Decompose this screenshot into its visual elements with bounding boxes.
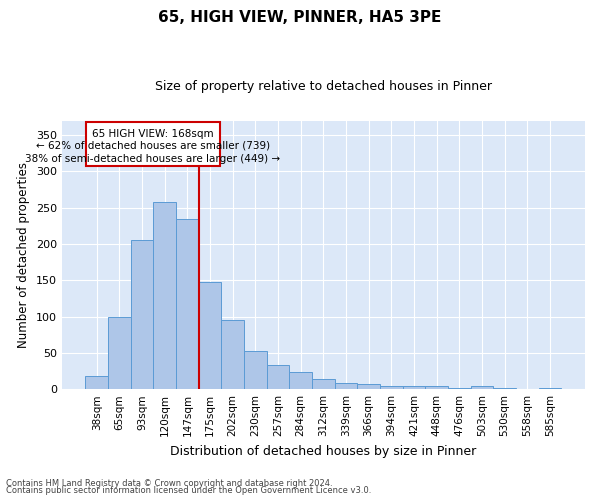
Bar (312, 379, 335, 389)
Text: 65, HIGH VIEW, PINNER, HA5 3PE: 65, HIGH VIEW, PINNER, HA5 3PE (158, 10, 442, 25)
Bar (176, 218, 199, 389)
FancyBboxPatch shape (86, 122, 220, 166)
Title: Size of property relative to detached houses in Pinner: Size of property relative to detached ho… (155, 80, 492, 93)
Bar (289, 372, 312, 389)
Bar (403, 386, 425, 389)
X-axis label: Distribution of detached houses by size in Pinner: Distribution of detached houses by size … (170, 444, 476, 458)
Bar (335, 382, 358, 389)
Text: 65 HIGH VIEW: 168sqm: 65 HIGH VIEW: 168sqm (92, 129, 214, 139)
Bar (85, 376, 108, 389)
Bar (358, 384, 380, 389)
Bar (154, 202, 176, 389)
Text: ← 62% of detached houses are smaller (739): ← 62% of detached houses are smaller (73… (35, 141, 270, 151)
Text: Contains public sector information licensed under the Open Government Licence v3: Contains public sector information licen… (6, 486, 371, 495)
Bar (108, 316, 131, 389)
Bar (448, 388, 470, 389)
Bar (266, 365, 289, 389)
Bar (244, 352, 266, 389)
Bar (221, 320, 244, 389)
Text: Contains HM Land Registry data © Crown copyright and database right 2024.: Contains HM Land Registry data © Crown c… (6, 478, 332, 488)
Text: 38% of semi-detached houses are larger (449) →: 38% of semi-detached houses are larger (… (25, 154, 280, 164)
Bar (425, 386, 448, 389)
Bar (539, 388, 561, 389)
Bar (199, 282, 221, 389)
Bar (131, 240, 154, 389)
Bar (470, 386, 493, 389)
Y-axis label: Number of detached properties: Number of detached properties (17, 162, 30, 348)
Bar (380, 386, 403, 389)
Bar (493, 388, 516, 389)
